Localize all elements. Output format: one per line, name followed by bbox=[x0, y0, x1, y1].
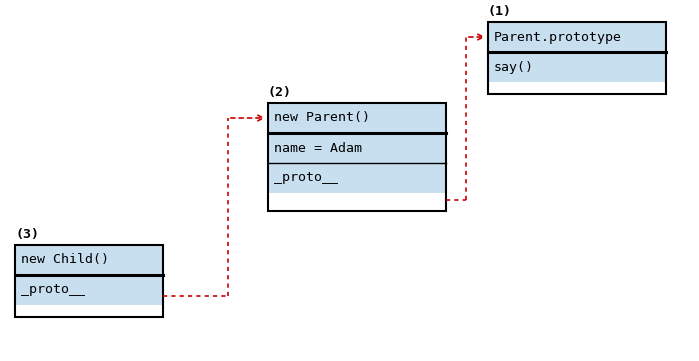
Bar bbox=[488, 22, 666, 94]
Bar bbox=[15, 275, 163, 305]
Bar bbox=[15, 245, 163, 275]
Text: (2): (2) bbox=[268, 86, 292, 99]
Text: _proto__: _proto__ bbox=[274, 171, 338, 184]
Bar bbox=[268, 103, 446, 211]
Bar bbox=[268, 133, 446, 163]
Bar bbox=[268, 163, 446, 193]
Text: new Child(): new Child() bbox=[21, 253, 109, 266]
Text: new Parent(): new Parent() bbox=[274, 112, 370, 125]
Bar bbox=[268, 103, 446, 133]
Bar bbox=[15, 245, 163, 317]
Text: Parent.prototype: Parent.prototype bbox=[494, 30, 622, 43]
Text: name = Adam: name = Adam bbox=[274, 142, 362, 155]
Text: (1): (1) bbox=[488, 5, 512, 18]
Bar bbox=[488, 22, 666, 52]
Bar bbox=[488, 52, 666, 82]
Text: (3): (3) bbox=[15, 228, 39, 241]
Text: say(): say() bbox=[494, 61, 534, 74]
Text: _proto__: _proto__ bbox=[21, 283, 85, 296]
